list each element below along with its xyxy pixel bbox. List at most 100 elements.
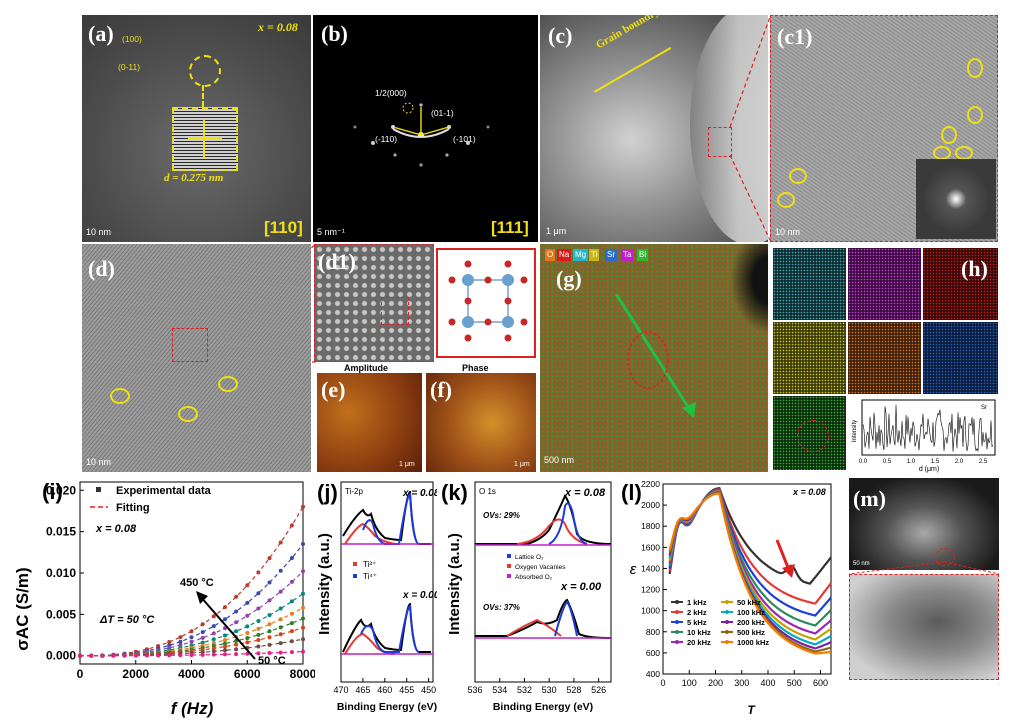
scale-bar-label-c: 1 μm [546, 226, 567, 236]
defect-ellipse [110, 388, 130, 404]
chart-i-data-point [256, 638, 261, 642]
chart-l-ytick-label: 1400 [641, 563, 660, 573]
chart-i-data-point [89, 653, 94, 658]
panel-b-saed: (b) 1/2(000) (01-1) (-110) (-101) 5 nm⁻¹… [313, 15, 538, 242]
element-chip-ta: Ta [621, 249, 634, 261]
chart-i-data-point [301, 605, 305, 610]
perovskite-unit-cell [448, 260, 528, 342]
linescan-xtick: 2.0 [955, 459, 964, 465]
panel-label-a: (a) [88, 21, 114, 46]
chart-i-data-point [256, 570, 261, 575]
chart-i-data-point [178, 653, 183, 658]
map-na: (h) [923, 248, 998, 320]
temperature-arrow [199, 595, 256, 660]
chart-i-data-point [189, 639, 194, 644]
chart-i-data-point [245, 636, 250, 641]
chart-i-data-point [289, 579, 294, 584]
phase-label: Phase [462, 363, 489, 373]
fft-filtered-lattice [172, 107, 238, 171]
chart-i-data-point [278, 568, 283, 573]
defect-ellipse [941, 126, 957, 144]
zone-axis-b: [111] [491, 218, 529, 237]
chart-i-data-point [267, 651, 272, 655]
legend-absorbed: Absorbed O₂ [515, 574, 553, 581]
chart-l-ytick-label: 2200 [641, 479, 660, 489]
chart-i-ytick-label: 0.000 [46, 649, 76, 663]
chart-k-ovs-008: OVs: 29% [483, 511, 520, 520]
chart-k-xtick-label: 532 [517, 685, 532, 695]
chart-i-data-point [223, 644, 227, 649]
chart-k-lattice-008 [548, 502, 588, 545]
chart-i-data-point [234, 652, 239, 657]
chart-i-data-point [245, 640, 250, 645]
zoom-region-d [172, 328, 208, 362]
chart-j-xps-ti: (j) Ti-2p Ti³⁺ Ti⁴⁺ x = 0.08 x = 0.00 47… [316, 480, 437, 713]
chart-i-data-point [301, 637, 305, 642]
chart-i-data-point [234, 609, 239, 614]
chart-i-data-point [301, 542, 305, 546]
chart-i-data-point [301, 616, 305, 621]
chart-i-data-point [256, 651, 261, 656]
zoom-region-d1 [381, 297, 409, 325]
chart-l-legend-marker [725, 640, 729, 644]
panel-label-c: (c) [548, 23, 573, 48]
scale-bar-label-b: 5 nm⁻¹ [317, 227, 345, 237]
chart-i-data-point [223, 648, 227, 653]
chart-j-xlabel: Binding Energy (eV) [337, 701, 437, 713]
legend-marker-ov [507, 564, 511, 568]
chart-l-ytick-label: 1600 [641, 542, 660, 552]
chart-l-xtick-label: 500 [787, 678, 802, 688]
chart-i-legend: Experimental data Fitting [90, 485, 212, 514]
scale-bar-label-m: 50 nm [853, 561, 870, 567]
chart-i-data-point [211, 649, 216, 654]
chart-i-data-point [211, 614, 216, 619]
legend-marker-ti4 [353, 574, 357, 578]
scale-bar-label-a: 10 nm [86, 227, 112, 237]
panel-label-e: (e) [321, 377, 346, 402]
chart-i-data-point [211, 631, 216, 636]
chart-i-data-point [200, 630, 205, 635]
chart-l-legend-marker [725, 600, 729, 604]
chart-i-data-point [234, 620, 239, 625]
chart-k-ov-000 [506, 618, 562, 637]
chart-k-label-008: x = 0.08 [564, 487, 606, 499]
chart-j-ylabel: Intensity (a.u.) [316, 533, 333, 635]
chart-i-data-point [289, 629, 294, 634]
chart-l-legend-label: 1000 kHz [737, 638, 769, 647]
chart-l-legend-label: 100 kHz [737, 608, 765, 617]
chart-i-data-point [267, 580, 272, 585]
chart-l-ytick-label: 400 [646, 669, 660, 679]
chart-k-xtick-label: 526 [591, 685, 606, 695]
chart-i-data-point [256, 632, 261, 637]
linescan-xtick: 1.5 [931, 459, 940, 465]
chart-i-xtick-label: 0 [77, 667, 84, 681]
legend-lattice: Lattice O₂ [515, 554, 544, 561]
chart-i-data-point [211, 624, 216, 629]
panel-label-j: (j) [317, 480, 338, 505]
chart-l-legend-marker [675, 640, 679, 644]
linescan-plot: Sr Intensity 0.0 0.5 1.0 1.5 2.0 2.5 d (μm) [852, 399, 996, 473]
chart-i-data-point [245, 624, 250, 629]
map-mg [773, 248, 846, 320]
chart-l-ytick-label: 2000 [641, 500, 660, 510]
defect-ellipse [218, 376, 238, 392]
defect-ellipse [777, 192, 795, 208]
chart-i-data-point [211, 646, 216, 651]
chart-l-xtick-label: 100 [682, 678, 697, 688]
chart-i-data-point [289, 599, 294, 604]
element-chip-bi: Bi [637, 249, 649, 261]
chart-i-data-point [78, 653, 82, 658]
map-ta [848, 248, 921, 320]
panel-d1-lattice: (d1) [314, 244, 434, 362]
chart-i-data-point [178, 643, 183, 648]
dark-region [730, 244, 768, 334]
panel-label-h: (h) [961, 256, 988, 281]
chart-j-trace-000 [342, 602, 431, 653]
plane-label-0-11: (0-11) [118, 62, 141, 72]
chart-i-data-point [223, 617, 227, 622]
connector-line [202, 85, 204, 107]
linescan-element: Sr [981, 405, 987, 411]
chart-k-frame [474, 481, 612, 683]
chart-k-ov-008 [516, 518, 588, 545]
legend-marker-ti3 [353, 562, 357, 566]
